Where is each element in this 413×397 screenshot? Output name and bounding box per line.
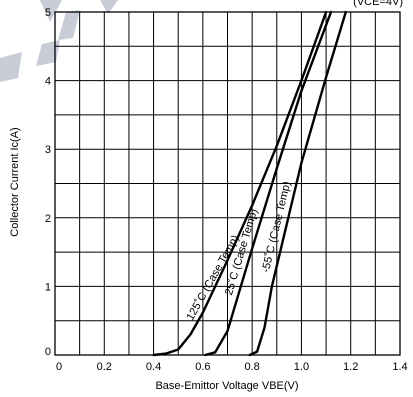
x-tick-label: 1.2 bbox=[343, 361, 358, 373]
series-line bbox=[152, 10, 328, 357]
x-axis-title: Base-Emittor Voltage VBE(V) bbox=[155, 380, 298, 392]
y-tick-label: 1 bbox=[45, 281, 51, 293]
y-tick-label: 0 bbox=[45, 346, 51, 358]
y-axis-title: Collector Current Ic(A) bbox=[9, 127, 21, 236]
series-curves bbox=[152, 10, 347, 357]
y-tick-label: 4 bbox=[45, 76, 51, 88]
series-line bbox=[248, 10, 347, 357]
grid bbox=[55, 12, 400, 355]
y-tick-labels: 0 1 2 3 4 5 bbox=[45, 7, 51, 358]
y-tick-label: 3 bbox=[45, 144, 51, 156]
series-line bbox=[204, 10, 333, 357]
y-tick-label: 2 bbox=[45, 213, 51, 225]
condition-label: (VCE=4V) bbox=[353, 0, 403, 8]
watermark bbox=[0, 0, 118, 82]
x-tick-label: 0.8 bbox=[244, 361, 259, 373]
x-tick-label: 1.4 bbox=[392, 361, 407, 373]
plot-frame bbox=[54, 11, 401, 356]
x-tick-label: 0.6 bbox=[195, 361, 210, 373]
x-tick-label: 0 bbox=[56, 361, 62, 373]
x-tick-label: 0.4 bbox=[146, 361, 161, 373]
x-tick-label: 0.2 bbox=[97, 361, 112, 373]
x-tick-label: 1.0 bbox=[294, 361, 309, 373]
y-tick-label: 5 bbox=[45, 7, 51, 19]
x-tick-labels: 0 0.2 0.4 0.6 0.8 1.0 1.2 1.4 bbox=[56, 361, 408, 373]
